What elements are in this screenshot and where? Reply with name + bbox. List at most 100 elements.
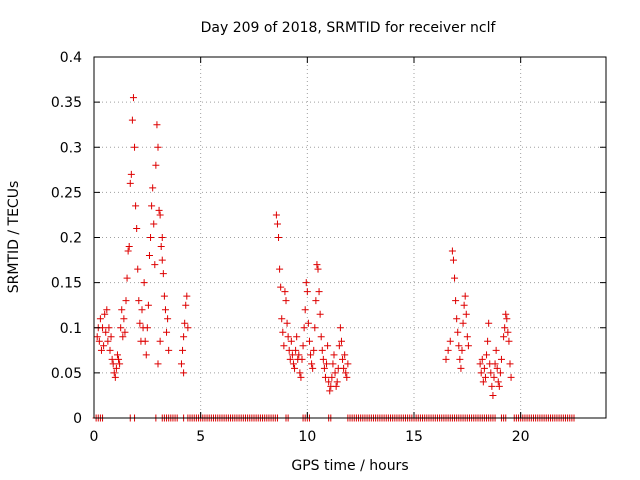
data-point <box>309 364 317 372</box>
data-point <box>151 261 159 269</box>
data-point <box>165 346 173 354</box>
data-point <box>278 315 286 323</box>
data-point <box>105 324 113 332</box>
data-point <box>340 364 348 372</box>
data-marks <box>92 94 578 422</box>
data-point <box>444 346 452 354</box>
data-point <box>454 328 462 336</box>
data-point <box>455 342 463 350</box>
axis-ticks: 0 5 10 15 20 0 0.05 0.1 0.15 0.2 0.25 0.3 0.35 0.4 <box>51 50 606 445</box>
data-point <box>93 333 101 341</box>
x-tick-label: 15 <box>405 429 423 445</box>
data-point <box>463 333 471 341</box>
data-point <box>314 265 322 273</box>
data-point <box>118 306 126 314</box>
data-point <box>320 364 328 372</box>
data-point <box>458 346 466 354</box>
data-point <box>287 337 295 345</box>
data-point <box>124 247 132 255</box>
data-point <box>96 315 104 323</box>
data-point <box>460 301 468 309</box>
data-point <box>341 351 349 359</box>
data-point <box>297 373 305 381</box>
data-point <box>501 324 509 332</box>
data-point <box>332 382 340 390</box>
data-point <box>157 243 165 251</box>
data-point <box>319 355 327 363</box>
data-point <box>115 355 123 363</box>
data-point <box>107 333 115 341</box>
data-point <box>142 351 150 359</box>
data-point <box>113 351 121 359</box>
data-point <box>446 337 454 345</box>
data-point <box>496 369 504 377</box>
data-point <box>500 333 508 341</box>
data-point <box>478 355 486 363</box>
data-point <box>337 337 345 345</box>
data-point <box>111 373 119 381</box>
data-point <box>164 315 172 323</box>
data-point <box>122 297 130 305</box>
data-point <box>106 346 114 354</box>
data-point <box>140 279 148 287</box>
data-point <box>301 306 309 314</box>
data-point <box>330 351 338 359</box>
data-point <box>303 288 311 296</box>
x-axis-label: GPS time / hours <box>291 458 408 474</box>
data-point <box>308 360 316 368</box>
data-point <box>183 292 191 300</box>
data-point <box>163 328 171 336</box>
data-point <box>144 301 152 309</box>
x-tick-label: 10 <box>298 429 316 445</box>
data-point <box>477 369 485 377</box>
data-point <box>289 360 297 368</box>
data-point <box>147 234 155 241</box>
data-point <box>316 310 324 318</box>
data-point <box>302 279 310 287</box>
data-point <box>307 351 315 359</box>
data-point <box>456 355 464 363</box>
data-point <box>329 360 337 368</box>
data-point <box>272 211 280 219</box>
data-point <box>119 333 127 341</box>
x-tick-label: 5 <box>196 429 205 445</box>
data-point <box>300 324 308 332</box>
data-point <box>336 324 344 332</box>
data-point <box>148 202 156 210</box>
data-point <box>121 328 129 336</box>
data-point <box>291 364 299 372</box>
data-point <box>342 369 350 377</box>
data-point <box>109 360 117 368</box>
data-point <box>505 337 513 345</box>
y-tick-label: 0.2 <box>60 231 82 247</box>
data-point <box>123 274 131 282</box>
data-point <box>305 337 313 345</box>
data-point <box>295 351 303 359</box>
data-point <box>152 161 160 169</box>
data-point <box>158 234 166 241</box>
data-point <box>285 346 293 354</box>
data-point <box>116 360 124 368</box>
data-point <box>311 324 319 332</box>
data-point <box>141 337 149 345</box>
data-point <box>281 288 289 296</box>
data-point <box>275 234 283 241</box>
data-point <box>112 364 120 372</box>
data-point <box>127 170 135 178</box>
data-point <box>487 369 495 377</box>
data-point <box>484 337 492 345</box>
data-point <box>156 211 164 219</box>
data-point <box>343 373 351 381</box>
data-point <box>134 265 142 273</box>
data-point <box>502 310 510 318</box>
y-axis-label: SRMTID / TECUs <box>6 181 22 294</box>
data-point <box>457 364 465 372</box>
data-point <box>293 333 301 341</box>
data-point <box>177 360 185 368</box>
data-point <box>304 319 312 327</box>
data-point <box>102 328 110 336</box>
y-tick-label: 0.3 <box>60 140 82 156</box>
data-point <box>315 288 323 296</box>
data-point <box>129 94 137 102</box>
